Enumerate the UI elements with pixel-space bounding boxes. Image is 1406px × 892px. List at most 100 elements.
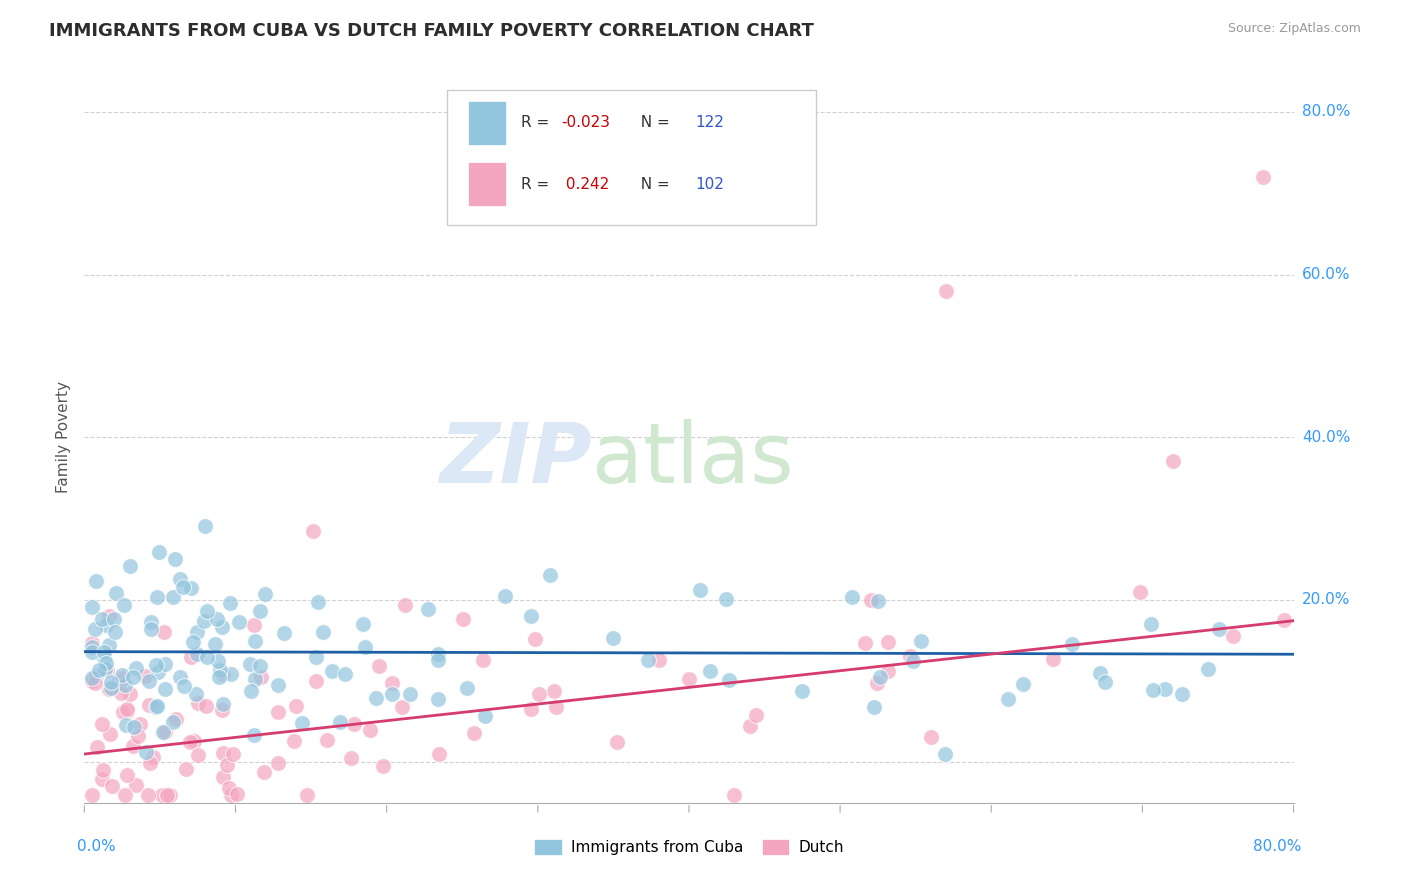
Point <box>456 681 478 695</box>
Point <box>354 640 377 655</box>
Point <box>150 788 173 802</box>
Point <box>155 788 177 802</box>
FancyBboxPatch shape <box>447 89 815 225</box>
Point <box>204 637 226 651</box>
Point <box>84 574 107 588</box>
Point <box>195 604 218 618</box>
Point <box>135 746 157 760</box>
Point <box>152 725 174 739</box>
Point <box>120 558 142 573</box>
Point <box>1060 637 1083 651</box>
Text: 20.0%: 20.0% <box>1302 592 1350 607</box>
Point <box>474 709 496 723</box>
Point <box>138 673 160 688</box>
Point <box>1140 616 1163 631</box>
Point <box>381 676 404 690</box>
Point <box>148 545 170 559</box>
Point <box>1171 687 1194 701</box>
Text: 80.0%: 80.0% <box>1253 839 1301 855</box>
Text: ZIP: ZIP <box>440 418 592 500</box>
Point <box>267 678 290 692</box>
Point <box>335 666 357 681</box>
Point <box>208 670 231 684</box>
Point <box>1208 622 1230 636</box>
Point <box>243 728 266 742</box>
Point <box>343 717 366 731</box>
Point <box>266 705 288 719</box>
Point <box>295 788 318 802</box>
Point <box>1129 585 1152 599</box>
Point <box>538 568 561 582</box>
Point <box>114 788 136 802</box>
Point <box>80 600 103 615</box>
Point <box>80 671 103 685</box>
Point <box>162 714 184 729</box>
Point <box>211 698 233 712</box>
Point <box>243 673 266 687</box>
Point <box>110 686 132 700</box>
Text: N =: N = <box>631 115 675 130</box>
Point <box>273 626 295 640</box>
Point <box>211 702 233 716</box>
Point <box>863 700 886 714</box>
Point <box>602 631 624 645</box>
Point <box>111 668 134 682</box>
Point <box>997 691 1019 706</box>
Point <box>876 664 898 678</box>
Point <box>193 614 215 628</box>
Point <box>94 662 117 676</box>
Point <box>145 699 167 714</box>
Point <box>153 725 176 739</box>
Point <box>145 699 167 714</box>
Legend: Immigrants from Cuba, Dutch: Immigrants from Cuba, Dutch <box>529 833 849 861</box>
Point <box>283 734 305 748</box>
Point <box>80 645 103 659</box>
Point <box>207 654 229 668</box>
Point <box>98 608 121 623</box>
Point <box>115 702 138 716</box>
Point <box>249 604 271 618</box>
Point <box>219 596 242 610</box>
Point <box>1197 662 1219 676</box>
Point <box>114 598 136 612</box>
Point <box>853 636 876 650</box>
Point <box>426 648 449 662</box>
Point <box>96 656 118 670</box>
Point <box>194 519 217 533</box>
Point <box>112 671 135 685</box>
Point <box>84 669 107 683</box>
Point <box>1253 169 1275 184</box>
Point <box>1161 454 1184 468</box>
Point <box>381 687 404 701</box>
Point <box>637 653 659 667</box>
Point <box>391 700 413 714</box>
Point <box>250 670 273 684</box>
Point <box>451 611 474 625</box>
Point <box>180 650 202 665</box>
Point <box>93 650 115 665</box>
Point <box>494 590 516 604</box>
Point <box>115 718 138 732</box>
Point <box>606 735 628 749</box>
Point <box>91 764 114 778</box>
Point <box>1153 681 1175 696</box>
Point <box>107 675 129 690</box>
Point <box>90 717 112 731</box>
Point <box>90 612 112 626</box>
Point <box>124 720 146 734</box>
Point <box>305 673 328 688</box>
Point <box>125 778 148 792</box>
Point <box>329 715 352 730</box>
Point <box>173 679 195 693</box>
Point <box>80 673 103 688</box>
Point <box>519 608 541 623</box>
Point <box>111 705 134 719</box>
Point <box>699 664 721 678</box>
Point <box>94 618 117 632</box>
Point <box>738 718 761 732</box>
Point <box>98 727 121 741</box>
Point <box>84 622 107 636</box>
Point <box>866 675 889 690</box>
Point <box>87 663 110 677</box>
Point <box>165 712 187 726</box>
